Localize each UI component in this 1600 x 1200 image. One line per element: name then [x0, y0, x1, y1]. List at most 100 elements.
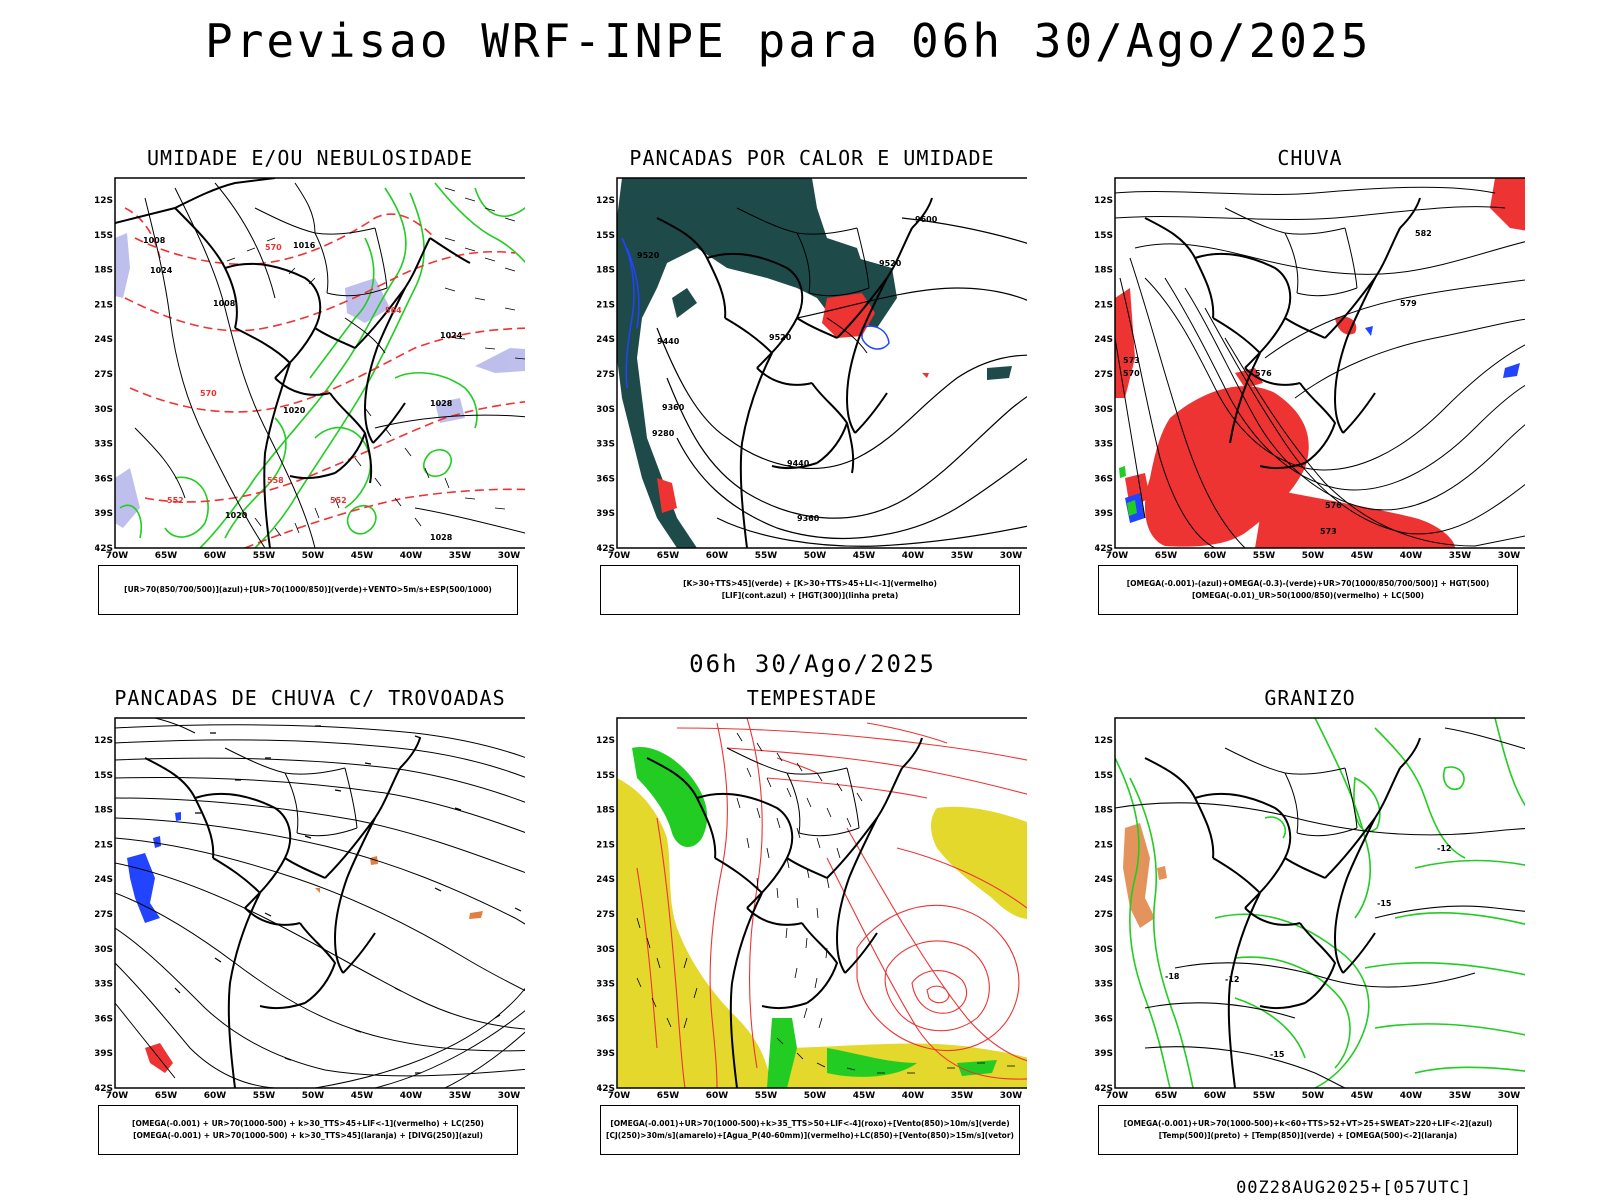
wind-vectors [226, 187, 525, 537]
lat-tick-label: 27S [1095, 910, 1113, 920]
lon-tick-label: 70W [106, 551, 129, 561]
contour-label: -15 [1377, 899, 1392, 908]
country-borders [144, 737, 421, 1088]
lat-tick-label: 27S [597, 910, 615, 920]
panel-legend: [OMEGA(-0.001)+UR>70(1000-500)+k>35_TTS>… [600, 1105, 1020, 1155]
omega-green [1119, 466, 1137, 516]
lon-tick-label: 55W [755, 1091, 778, 1101]
panel-title: TEMPESTADE [746, 686, 878, 710]
contour-label: -15 [1270, 1050, 1285, 1059]
lat-tick-label: 39S [1095, 1049, 1113, 1059]
lon-tick-label: 45W [351, 1091, 374, 1101]
middle-date: 06h 30/Ago/2025 [689, 650, 936, 678]
lat-tick-label: 24S [597, 335, 615, 345]
lat-tick-label: 36S [95, 474, 113, 484]
lon-tick-label: 30W [1000, 551, 1023, 561]
contour-label: 9440 [787, 459, 810, 468]
lon-tick-label: 40W [1400, 551, 1423, 561]
lat-tick-label: 15S [95, 231, 113, 241]
lat-tick-label: 21S [597, 840, 615, 850]
lc850-streamlines [636, 718, 1027, 1088]
lat-tick-label: 36S [95, 1014, 113, 1024]
panel-legend: [OMEGA(-0.001) + UR>70(1000-500) + k>30_… [98, 1105, 518, 1155]
lat-tick-label: 36S [1095, 474, 1113, 484]
lat-tick-label: 21S [1095, 840, 1113, 850]
lat-tick-label: 24S [95, 335, 113, 345]
panel-title: GRANIZO [1264, 686, 1356, 710]
lat-tick-label: 15S [95, 771, 113, 781]
lon-tick-label: 55W [755, 551, 778, 561]
contour-label: 1008 [143, 236, 166, 245]
legend-line: [OMEGA(-0.001)-(azul)+OMEGA(-0.3)-(verde… [1126, 579, 1490, 588]
contour-label: 1020 [283, 406, 306, 415]
lon-tick-label: 65W [155, 1091, 178, 1101]
contour-label: 1020 [225, 511, 248, 520]
run-timestamp: 00Z28AUG2025+[057UTC] [1236, 1178, 1472, 1198]
lon-tick-label: 60W [1204, 551, 1227, 561]
lat-tick-label: 33S [1095, 980, 1113, 990]
panel-legend: [OMEGA(-0.001)-(azul)+OMEGA(-0.3)-(verde… [1098, 565, 1518, 615]
contour-label: -12 [1225, 975, 1239, 984]
lat-tick-label: 39S [95, 509, 113, 519]
contour-label: 570 [265, 243, 282, 252]
legend-line: [OMEGA(-0.001)+UR>70(1000-500)+k>35_TTS>… [610, 1119, 1010, 1128]
lat-axis: 12S 15S 18S 21S 24S 27S 30S 33S 36S 39S 42S [95, 736, 113, 1094]
lat-tick-label: 30S [597, 945, 615, 955]
lat-axis: 12S 15S 18S 21S 24S 27S 30S 33S 36S 39S 42S [95, 196, 113, 554]
lon-tick-label: 55W [1253, 551, 1276, 561]
lat-tick-label: 18S [95, 266, 113, 276]
wind850-green [632, 747, 997, 1088]
lon-axis: 70W 65W 60W 55W 50W 45W 40W 35W 30W [608, 551, 1023, 561]
rain-shading [1115, 178, 1525, 548]
lon-tick-label: 30W [1000, 1091, 1023, 1101]
lon-tick-label: 40W [400, 551, 423, 561]
lon-tick-label: 40W [1400, 1091, 1423, 1101]
lat-tick-label: 36S [597, 474, 615, 484]
lat-tick-label: 24S [597, 875, 615, 885]
contour-label: 9520 [769, 333, 792, 342]
state-borders [736, 207, 870, 354]
state-borders [726, 747, 860, 837]
lat-tick-label: 42S [597, 544, 615, 554]
map-pancadas-calor: 9600 9520 9520 9440 9360 9440 9360 9280 … [597, 177, 1027, 561]
lat-tick-label: 24S [1095, 875, 1113, 885]
panel-tempestade: TEMPESTADE [597, 686, 1027, 1166]
contour-label: 9520 [637, 251, 660, 260]
lat-tick-label: 18S [597, 266, 615, 276]
lat-tick-label: 21S [95, 840, 113, 850]
lat-tick-label: 12S [95, 196, 113, 206]
contour-label: 1016 [293, 241, 316, 250]
lat-tick-label: 15S [597, 771, 615, 781]
hgt500-streamlines [1115, 186, 1525, 548]
lon-tick-label: 50W [804, 1091, 827, 1101]
panel-granizo: GRANIZO [1095, 686, 1525, 1166]
panel-legend: [K>30+TTS>45](verde) + [K>30+TTS>45+LI<-… [600, 565, 1020, 615]
lon-tick-label: 30W [1498, 551, 1521, 561]
lon-tick-label: 60W [204, 1091, 227, 1101]
lon-tick-label: 30W [498, 1091, 521, 1101]
legend-line: [CJ(250)>30m/s](amarelo)+[Agua_P(40-60mm… [606, 1131, 1014, 1140]
contour-label: 579 [1400, 299, 1417, 308]
lat-tick-label: 27S [1095, 370, 1113, 380]
lat-tick-label: 30S [1095, 945, 1113, 955]
lon-tick-label: 35W [449, 551, 472, 561]
country-borders [646, 737, 923, 1088]
lifted-index-contours [621, 237, 890, 389]
contour-label: 576 [1325, 501, 1342, 510]
legend-line: [K>30+TTS>45](verde) + [K>30+TTS>45+LI<-… [683, 579, 937, 588]
lon-tick-label: 65W [1155, 551, 1178, 561]
panel-pancadas-trovoadas: PANCADAS DE CHUVA C/ TROVOADAS [95, 686, 525, 1166]
legend-line: [OMEGA(-0.001)+UR>70(1000-500)+k<60+TTS>… [1123, 1119, 1493, 1128]
lon-tick-label: 35W [449, 1091, 472, 1101]
state-borders [1224, 207, 1358, 297]
lon-tick-label: 70W [1106, 551, 1129, 561]
divergence-blue [127, 812, 181, 923]
lat-tick-label: 42S [1095, 1084, 1113, 1094]
lat-tick-label: 15S [597, 231, 615, 241]
lat-tick-label: 15S [1095, 231, 1113, 241]
lat-tick-label: 33S [597, 440, 615, 450]
lon-tick-label: 70W [1106, 1091, 1129, 1101]
temp-labels: -12 -15 -12 -15 -18 [1165, 844, 1451, 1059]
legend-line: [OMEGA(-0.001) + UR>70(1000-500) + k>30_… [133, 1131, 483, 1140]
lat-tick-label: 30S [1095, 405, 1113, 415]
